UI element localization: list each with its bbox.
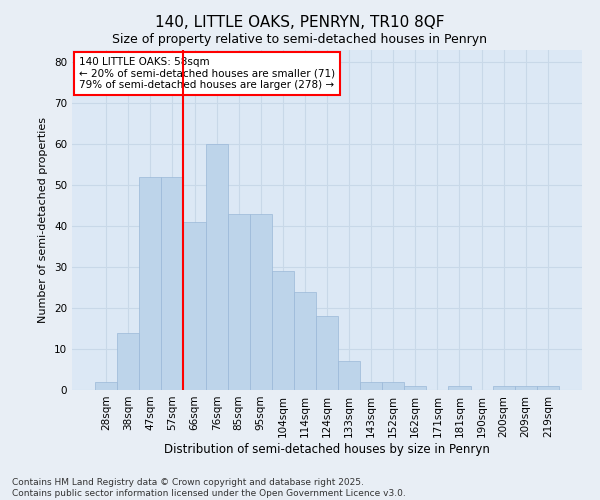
Bar [117,332,139,390]
Bar [316,316,338,390]
Text: 140 LITTLE OAKS: 58sqm
← 20% of semi-detached houses are smaller (71)
79% of sem: 140 LITTLE OAKS: 58sqm ← 20% of semi-det… [79,57,335,90]
Bar [537,386,559,390]
Bar [206,144,227,390]
Bar [338,362,360,390]
Text: 140, LITTLE OAKS, PENRYN, TR10 8QF: 140, LITTLE OAKS, PENRYN, TR10 8QF [155,15,445,30]
Bar [448,386,470,390]
Bar [161,177,184,390]
Bar [184,222,206,390]
Bar [515,386,537,390]
Bar [95,382,117,390]
Bar [294,292,316,390]
X-axis label: Distribution of semi-detached houses by size in Penryn: Distribution of semi-detached houses by … [164,442,490,456]
Bar [360,382,382,390]
Bar [139,177,161,390]
Bar [404,386,427,390]
Text: Size of property relative to semi-detached houses in Penryn: Size of property relative to semi-detach… [113,32,487,46]
Y-axis label: Number of semi-detached properties: Number of semi-detached properties [38,117,49,323]
Bar [227,214,250,390]
Text: Contains HM Land Registry data © Crown copyright and database right 2025.
Contai: Contains HM Land Registry data © Crown c… [12,478,406,498]
Bar [250,214,272,390]
Bar [382,382,404,390]
Bar [493,386,515,390]
Bar [272,271,294,390]
